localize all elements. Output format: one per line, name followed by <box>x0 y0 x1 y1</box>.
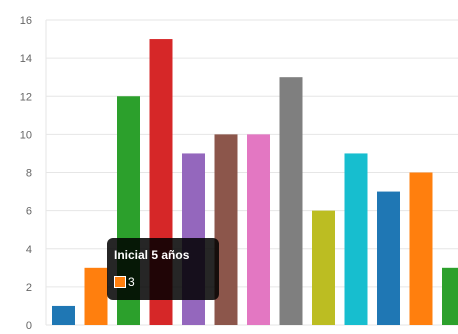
bar[interactable] <box>214 134 238 325</box>
bar[interactable] <box>52 305 75 325</box>
bar[interactable] <box>279 77 303 325</box>
y-tick-label: 6 <box>26 206 32 218</box>
y-tick-label: 12 <box>20 91 32 103</box>
y-tick-label: 14 <box>20 53 32 65</box>
y-tick-label: 10 <box>20 129 32 141</box>
bar[interactable] <box>344 153 368 325</box>
y-tick-label: 0 <box>26 320 32 332</box>
y-tick-label: 2 <box>26 282 32 294</box>
bar[interactable] <box>409 172 433 326</box>
bar[interactable] <box>312 210 335 325</box>
y-tick-label: 16 <box>20 15 32 27</box>
bar[interactable] <box>84 267 108 325</box>
tooltip-title: Inicial 5 años <box>114 248 190 262</box>
tooltip-value: 3 <box>128 275 135 289</box>
y-tick-label: 4 <box>26 244 32 256</box>
bar[interactable] <box>247 134 270 325</box>
bar[interactable] <box>377 191 400 325</box>
y-axis: 0 2 4 6 8 10 12 14 16 <box>20 15 32 332</box>
tooltip-swatch <box>114 276 126 288</box>
y-tick-label: 8 <box>26 168 32 180</box>
tooltip-row: 3 <box>114 275 135 289</box>
tooltip: Inicial 5 años 3 <box>107 238 219 300</box>
bar[interactable] <box>442 267 458 325</box>
